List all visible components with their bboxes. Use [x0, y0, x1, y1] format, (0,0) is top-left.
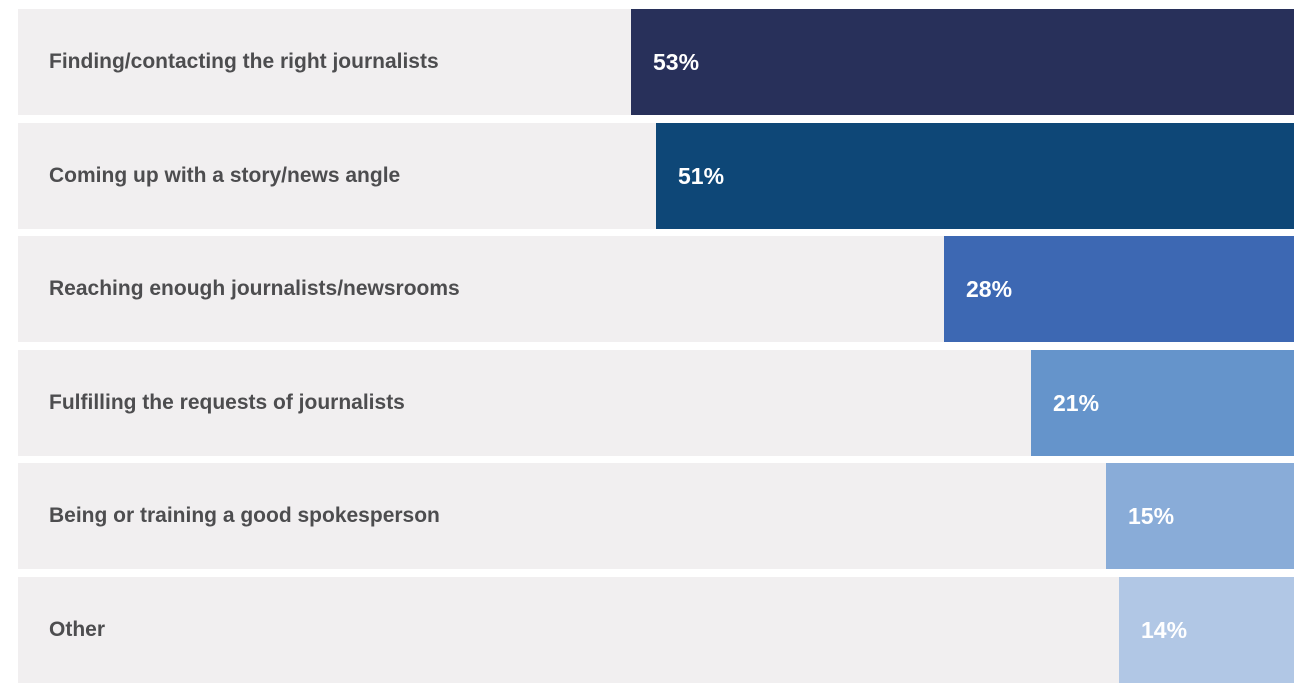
- category-label: Other: [49, 618, 106, 641]
- category-label: Coming up with a story/news angle: [49, 164, 401, 187]
- category-label: Being or training a good spokesperson: [49, 504, 440, 527]
- value-label: 51%: [678, 163, 725, 189]
- category-label: Fulfilling the requests of journalists: [49, 391, 405, 414]
- value-label: 21%: [1053, 390, 1100, 416]
- bar: 53%: [631, 9, 1294, 115]
- bar-row: Reaching enough journalists/newsrooms 28%: [18, 236, 1294, 342]
- bar-row: Coming up with a story/news angle 51%: [18, 123, 1294, 229]
- bar: 21%: [1031, 350, 1294, 456]
- bar: 15%: [1106, 463, 1294, 569]
- value-label: 14%: [1141, 617, 1188, 643]
- bar: 14%: [1119, 577, 1294, 683]
- horizontal-bar-chart: Finding/contacting the right journalists…: [18, 9, 1294, 683]
- bar-row: Fulfilling the requests of journalists 21…: [18, 350, 1294, 456]
- bar-row: Being or training a good spokesperson 15%: [18, 463, 1294, 569]
- value-label: 53%: [653, 49, 700, 75]
- bar-row: Finding/contacting the right journalists…: [18, 9, 1294, 115]
- value-label: 15%: [1128, 503, 1175, 529]
- bar-row: Other 14%: [18, 577, 1294, 683]
- bar: 51%: [656, 123, 1294, 229]
- category-label: Finding/contacting the right journalists: [49, 50, 439, 73]
- bar: 28%: [944, 236, 1294, 342]
- value-label: 28%: [966, 276, 1013, 302]
- category-label: Reaching enough journalists/newsrooms: [49, 277, 460, 300]
